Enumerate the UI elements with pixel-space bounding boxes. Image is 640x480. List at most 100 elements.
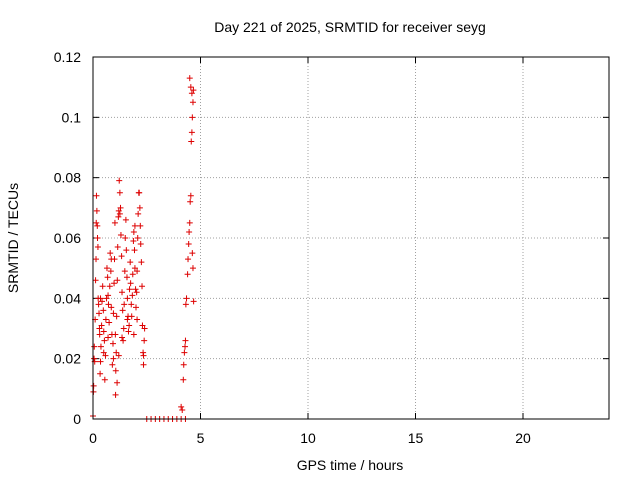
data-point <box>100 307 107 314</box>
data-point <box>105 301 112 308</box>
data-point <box>109 340 116 347</box>
data-point <box>97 295 104 302</box>
data-point <box>97 358 104 365</box>
data-point <box>120 337 127 344</box>
data-point <box>187 84 194 91</box>
data-point <box>113 349 120 356</box>
data-point <box>110 310 117 317</box>
x-tick-label: 15 <box>408 430 424 446</box>
data-point <box>103 265 110 272</box>
data-point <box>115 207 122 214</box>
data-point <box>93 192 100 199</box>
data-point <box>184 271 191 278</box>
data-point <box>119 334 126 341</box>
data-point <box>90 382 97 389</box>
data-point <box>104 274 111 281</box>
data-point <box>101 337 108 344</box>
data-point <box>139 322 146 329</box>
data-point <box>124 316 131 323</box>
data-point <box>107 250 114 257</box>
data-point <box>186 228 193 235</box>
data-point <box>105 292 112 299</box>
data-point <box>112 367 119 374</box>
data-point <box>137 222 144 229</box>
data-point <box>140 352 147 359</box>
data-point <box>116 177 123 184</box>
data-point <box>136 204 143 211</box>
data-point <box>103 295 110 302</box>
data-point <box>127 259 134 266</box>
y-tick-label: 0.08 <box>54 170 81 186</box>
data-point <box>96 325 103 332</box>
data-point <box>130 331 137 338</box>
data-point <box>134 235 141 241</box>
y-axis-label: SRMTID / TECUs <box>5 183 21 293</box>
data-point <box>91 355 98 362</box>
plot-frame <box>92 56 610 420</box>
data-point <box>134 268 141 275</box>
data-point <box>113 313 120 320</box>
data-point <box>100 328 107 335</box>
data-point <box>116 210 123 217</box>
y-tick-label: 0.04 <box>54 290 81 306</box>
y-tick-labels: 0 0.02 0.04 0.06 0.08 0.1 0.12 <box>54 49 81 427</box>
gridlines <box>93 57 609 419</box>
data-point <box>188 90 195 97</box>
x-tick-label: 0 <box>89 430 97 446</box>
data-point <box>131 247 138 254</box>
data-point <box>128 301 135 308</box>
data-point <box>126 286 133 293</box>
x-tick-label: 20 <box>515 430 531 446</box>
x-tick-labels: 0 5 10 15 20 <box>89 430 531 446</box>
data-point <box>188 129 195 136</box>
data-point <box>118 253 125 260</box>
data-point <box>141 325 148 332</box>
data-point <box>94 235 101 241</box>
data-point <box>189 114 196 121</box>
data-point <box>130 228 137 235</box>
data-point <box>112 391 119 398</box>
data-point <box>99 298 106 305</box>
data-point <box>117 204 124 211</box>
data-point <box>137 241 144 248</box>
data-point <box>139 283 146 290</box>
data-point <box>111 280 118 287</box>
data-point <box>99 283 106 290</box>
chart-title: Day 221 of 2025, SRMTID for receiver sey… <box>214 19 486 35</box>
y-tick-label: 0.02 <box>54 351 81 367</box>
data-point <box>132 286 139 293</box>
data-point <box>121 268 128 275</box>
data-point <box>140 361 147 368</box>
data-point <box>93 256 100 263</box>
data-point <box>108 304 115 311</box>
data-points <box>90 75 197 422</box>
data-point <box>133 304 139 311</box>
data-point <box>105 334 112 341</box>
data-point <box>182 301 189 308</box>
data-point <box>185 256 192 263</box>
data-point <box>102 352 109 359</box>
data-point <box>182 337 189 344</box>
data-point <box>97 343 104 350</box>
data-point <box>114 277 121 284</box>
data-point <box>178 403 185 410</box>
y-tick-label: 0.1 <box>62 109 82 125</box>
data-point <box>179 406 186 413</box>
y-tick-label: 0.06 <box>54 230 81 246</box>
data-point <box>94 244 101 251</box>
data-point <box>107 268 114 275</box>
data-point <box>106 283 113 290</box>
data-point <box>116 189 123 196</box>
data-point <box>119 307 126 314</box>
data-point <box>115 352 122 359</box>
data-point <box>138 259 145 266</box>
data-point <box>189 250 196 257</box>
data-point <box>131 265 138 272</box>
data-point <box>95 301 102 308</box>
data-point <box>127 280 134 287</box>
data-point <box>110 355 117 362</box>
data-point <box>119 289 126 296</box>
data-point <box>134 316 141 323</box>
data-point <box>129 271 136 278</box>
